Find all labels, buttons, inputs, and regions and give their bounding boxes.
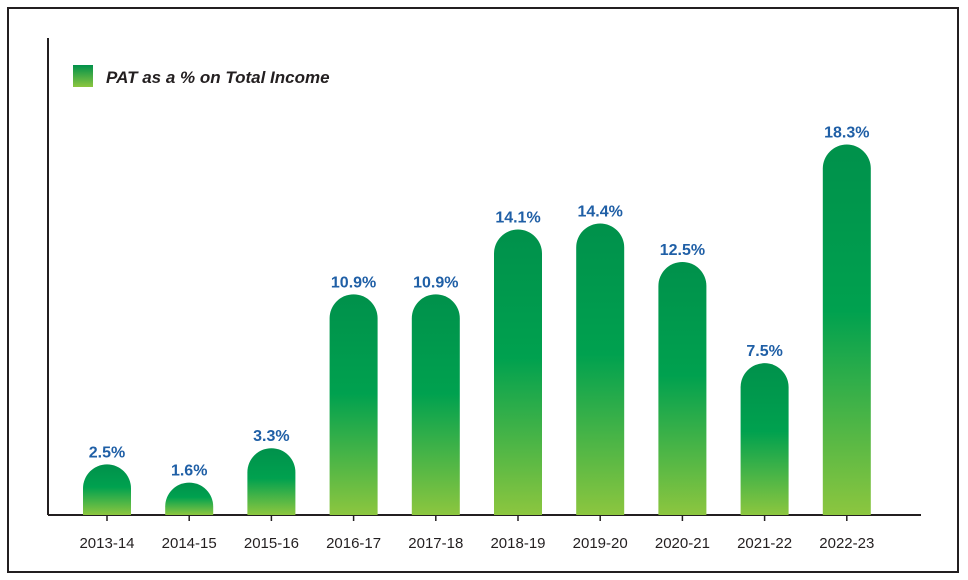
value-label-2020-21: 12.5% bbox=[660, 242, 705, 259]
bar-2019-20 bbox=[576, 223, 625, 515]
x-tick-labels-group: 2013-14 2014-15 2015-16 2016-17 2017-18 2018-… bbox=[79, 515, 874, 552]
bar-2022-23 bbox=[822, 144, 871, 515]
x-tick-label-2014-15: 2014-15 bbox=[162, 535, 217, 552]
x-tick-label-2019-20: 2019-20 bbox=[573, 535, 628, 552]
x-tick-label-2018-19: 2018-19 bbox=[490, 535, 545, 552]
legend-label: PAT as a % on Total Income bbox=[106, 68, 330, 87]
x-tick-label-2021-22: 2021-22 bbox=[737, 535, 792, 552]
bar-2018-19 bbox=[494, 229, 542, 515]
value-label-2022-23: 18.3% bbox=[824, 125, 869, 142]
legend: PAT as a % on Total Income bbox=[73, 65, 330, 87]
x-tick-label-2017-18: 2017-18 bbox=[408, 535, 463, 552]
legend-swatch bbox=[73, 65, 93, 87]
x-tick-label-2013-14: 2013-14 bbox=[79, 535, 134, 552]
value-label-2021-22: 7.5% bbox=[746, 343, 782, 360]
bar-2014-15 bbox=[165, 482, 214, 515]
bar-2016-17 bbox=[329, 294, 378, 515]
bar-2013-14 bbox=[83, 464, 131, 515]
bar-2015-16 bbox=[247, 448, 296, 515]
bar-2017-18 bbox=[411, 294, 460, 515]
x-tick-label-2020-21: 2020-21 bbox=[655, 535, 710, 552]
x-tick-label-2022-23: 2022-23 bbox=[819, 535, 874, 552]
value-label-2019-20: 14.4% bbox=[578, 203, 623, 220]
value-label-2018-19: 14.1% bbox=[495, 210, 540, 227]
value-label-2015-16: 3.3% bbox=[253, 428, 289, 445]
chart-frame bbox=[7, 7, 959, 573]
bar-2020-21 bbox=[658, 261, 707, 515]
bar-2021-22 bbox=[740, 363, 789, 515]
bars-group bbox=[83, 144, 871, 515]
x-tick-label-2016-17: 2016-17 bbox=[326, 535, 381, 552]
x-tick-label-2015-16: 2015-16 bbox=[244, 535, 299, 552]
value-label-2014-15: 1.6% bbox=[171, 463, 207, 480]
value-label-2013-14: 2.5% bbox=[89, 444, 125, 461]
value-label-2017-18: 10.9% bbox=[413, 274, 458, 291]
value-label-2016-17: 10.9% bbox=[331, 274, 376, 291]
value-labels-group: 2.5% 1.6% 3.3% 10.9% 10.9% 14.1% 14.4% 12.5% 7.5… bbox=[89, 125, 870, 480]
